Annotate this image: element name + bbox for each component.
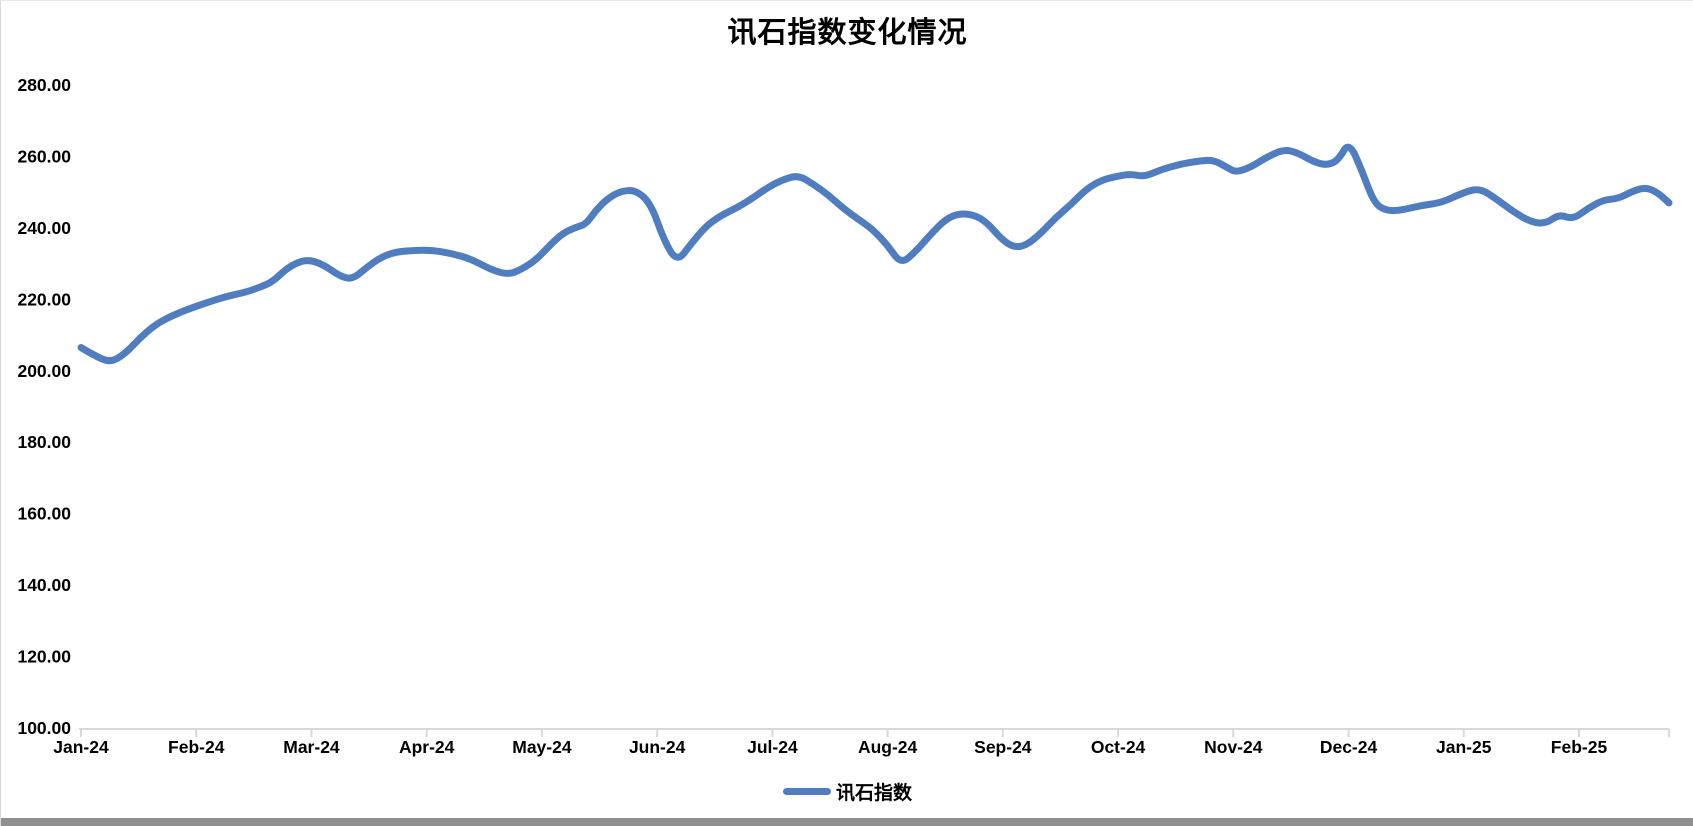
x-axis-tick-label: Feb-24 — [168, 737, 225, 757]
x-axis-tick-label: Nov-24 — [1204, 737, 1263, 757]
legend-line-marker-icon — [782, 787, 831, 795]
y-axis-tick-label: 220.00 — [17, 289, 71, 309]
x-axis-tick-label: Mar-24 — [283, 737, 340, 757]
y-axis-tick-label: 240.00 — [17, 218, 71, 238]
chart-legend: 讯石指数 — [1, 776, 1693, 806]
x-axis-tick-label: Aug-24 — [858, 737, 918, 757]
x-axis-tick-label: Sep-24 — [974, 737, 1032, 757]
x-axis-tick-label: Jul-24 — [747, 737, 798, 757]
x-axis-tick-label: Jun-24 — [629, 737, 686, 757]
x-axis-tick-label: Jan-24 — [53, 737, 109, 757]
y-axis-tick-label: 100.00 — [17, 718, 71, 738]
y-axis-tick-label: 120.00 — [17, 647, 71, 667]
index-line-series — [77, 143, 1673, 365]
y-axis-tick-label: 160.00 — [17, 504, 71, 524]
x-axis-tick-label: Oct-24 — [1091, 737, 1146, 757]
legend-series-label: 讯石指数 — [835, 782, 912, 804]
chart-title: 讯石指数变化情况 — [727, 17, 968, 49]
x-axis-tick-label: Feb-25 — [1551, 737, 1608, 757]
y-axis-tick-label: 280.00 — [17, 75, 71, 95]
x-axis-tick-label: May-24 — [512, 737, 572, 757]
y-axis-tick-label: 180.00 — [17, 432, 71, 452]
y-axis-tick-label: 260.00 — [17, 146, 71, 166]
x-axis-tick-label: Jan-25 — [1436, 737, 1492, 757]
y-axis-tick-label: 140.00 — [17, 575, 71, 595]
x-axis-tick-label: Apr-24 — [399, 737, 455, 757]
x-axis-tick-label: Dec-24 — [1320, 737, 1378, 757]
y-axis-tick-label: 200.00 — [17, 361, 71, 381]
window-bottom-edge-bar — [1, 818, 1693, 826]
